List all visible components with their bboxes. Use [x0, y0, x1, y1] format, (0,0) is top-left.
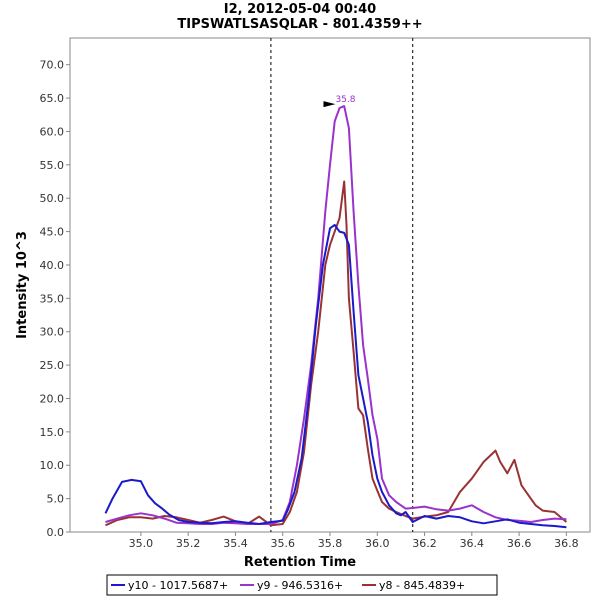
series-line-y10: [104, 223, 567, 529]
y-tick-label: 30.0: [40, 326, 65, 339]
integration-boundaries: [270, 38, 414, 532]
peak-label: 35.8: [335, 95, 355, 105]
y-tick-label: 40.0: [40, 259, 65, 272]
y-tick-label: 45.0: [40, 226, 65, 239]
series-line-y8: [105, 180, 568, 527]
x-tick-label: 35.2: [176, 537, 201, 550]
y-tick-label: 50.0: [40, 192, 65, 205]
y-tick-label: 65.0: [40, 92, 65, 105]
chart-title-line1: I2, 2012-05-04 00:40: [224, 2, 376, 17]
y-tick-label: 5.0: [47, 493, 65, 506]
x-tick-label: 36.2: [412, 537, 437, 550]
legend-label-y8: y8 - 845.4839+: [379, 579, 465, 592]
series-layer: [104, 105, 568, 529]
y-tick-label: 70.0: [40, 59, 65, 72]
x-tick-label: 36.8: [554, 537, 579, 550]
y-tick-label: 35.0: [40, 292, 65, 305]
x-tick-label: 35.4: [223, 537, 248, 550]
y-tick-label: 25.0: [40, 359, 65, 372]
x-tick-label: 35.8: [318, 537, 343, 550]
y-tick-label: 0.0: [47, 526, 65, 539]
x-axis: 35.0 35.2 35.4 35.6 35.8 36.0 36.2 36.4 36.6 36.8: [129, 532, 579, 550]
legend: y10 - 1017.5687+ y9 - 946.5316+ y8 - 845…: [106, 574, 498, 596]
y-axis-label: Intensity 10^3: [15, 231, 30, 339]
y-tick-label: 55.0: [40, 159, 65, 172]
x-tick-label: 35.6: [270, 537, 295, 550]
y-tick-label: 15.0: [40, 426, 65, 439]
legend-box: [106, 574, 498, 596]
legend-label-y10: y10 - 1017.5687+: [128, 579, 228, 592]
x-tick-label: 36.4: [460, 537, 485, 550]
legend-label-y9: y9 - 946.5316+: [257, 579, 343, 592]
y-tick-label: 60.0: [40, 125, 65, 138]
y-axis: 0.0 5.0 10.0 15.0 20.0 25.0 30.0 35.0 40.0 45.0 50…: [40, 59, 70, 539]
x-tick-label: 36.6: [507, 537, 532, 550]
y-tick-label: 20.0: [40, 392, 65, 405]
peak-annotation: 35.8: [323, 95, 356, 108]
y-tick-label: 10.0: [40, 459, 65, 472]
plot-area: [69, 37, 591, 533]
peak-arrow-marker: [323, 101, 336, 108]
x-tick-label: 35.0: [129, 537, 154, 550]
chart-title-line2: TIPSWATLSASQLAR - 801.4359++: [177, 17, 422, 32]
x-axis-label: Retention Time: [244, 555, 356, 570]
x-tick-label: 36.0: [365, 537, 390, 550]
